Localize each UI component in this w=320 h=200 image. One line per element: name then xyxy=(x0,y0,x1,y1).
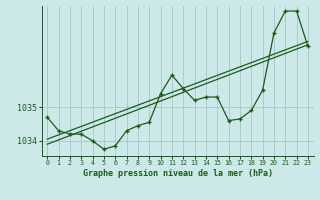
X-axis label: Graphe pression niveau de la mer (hPa): Graphe pression niveau de la mer (hPa) xyxy=(83,169,273,178)
